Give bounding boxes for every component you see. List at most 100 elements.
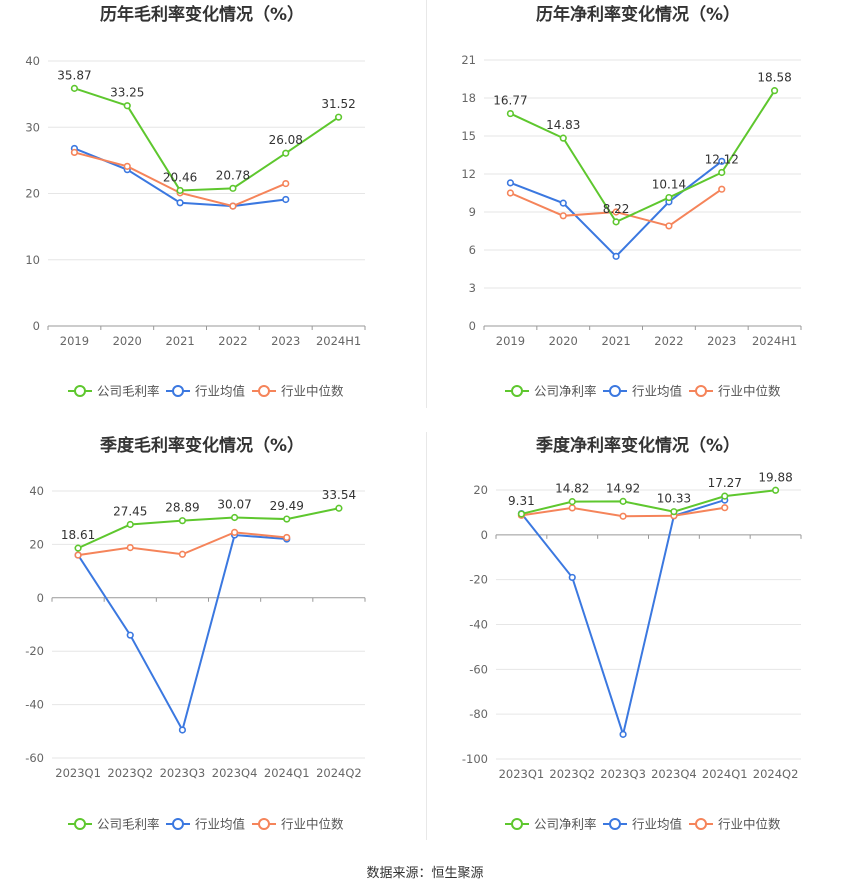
data-point [559, 199, 567, 207]
legend-marker [609, 385, 621, 397]
legend-label: 公司净利率 [534, 817, 597, 832]
data-point [230, 528, 239, 536]
legend-marker [74, 385, 86, 397]
y-tick-label: -100 [462, 752, 488, 766]
data-label: 29.49 [270, 499, 304, 513]
x-tick-label: 2024Q1 [702, 767, 748, 781]
data-point [619, 497, 627, 505]
vertical-divider-bottom [426, 432, 427, 840]
data-point [718, 185, 726, 193]
source-label: 数据来源：恒生聚源 [366, 866, 484, 881]
x-tick-label: 2023Q4 [212, 766, 258, 780]
data-point [718, 168, 726, 177]
y-tick-label: 30 [25, 120, 40, 134]
data-label: 14.83 [546, 118, 580, 132]
legend-label: 行业均值 [195, 384, 245, 399]
y-tick-label: 20 [473, 483, 488, 497]
data-point [559, 212, 567, 220]
y-tick-label: 0 [37, 591, 44, 605]
y-tick-label: 0 [469, 319, 476, 333]
legend-label: 行业中位数 [718, 817, 781, 832]
data-point [178, 550, 187, 558]
data-label: 33.25 [110, 86, 144, 100]
data-label: 27.45 [113, 505, 147, 519]
data-point [559, 134, 567, 142]
data-point [178, 726, 187, 734]
legend-marker [258, 818, 270, 830]
data-label: 30.07 [217, 498, 251, 512]
x-tick-label: 2019 [60, 334, 89, 348]
data-point [126, 544, 134, 552]
y-tick-label: -20 [25, 644, 44, 658]
data-label: 33.54 [322, 488, 356, 502]
y-tick-label: 12 [461, 167, 476, 181]
data-label: 8.22 [603, 202, 630, 216]
x-tick-label: 2024H1 [316, 334, 361, 348]
y-tick-label: 20 [25, 187, 40, 201]
y-tick-label: 40 [29, 484, 44, 498]
chart-title: 历年毛利率变化情况（%） [100, 4, 304, 25]
data-label: 18.61 [61, 528, 95, 542]
chart-title: 季度毛利率变化情况（%） [100, 435, 304, 456]
series-line [509, 90, 776, 224]
legend-marker [258, 385, 270, 397]
data-point [771, 486, 780, 494]
data-point [283, 515, 291, 523]
legend-marker [74, 818, 86, 830]
data-label: 10.33 [657, 492, 691, 506]
x-tick-label: 2022 [218, 334, 247, 348]
x-tick-label: 2021 [165, 334, 194, 348]
legend-label: 行业均值 [632, 384, 682, 399]
data-point [123, 102, 131, 110]
x-tick-label: 2023Q1 [55, 766, 101, 780]
data-point [176, 186, 184, 195]
x-tick-label: 2019 [496, 334, 525, 348]
y-tick-label: 10 [25, 253, 40, 267]
x-tick-label: 2023 [271, 334, 300, 348]
data-point [619, 512, 627, 520]
x-tick-label: 2024Q1 [264, 766, 310, 780]
x-tick-label: 2023Q4 [651, 767, 697, 781]
legend-label: 行业中位数 [281, 384, 344, 399]
data-point [721, 504, 729, 512]
y-tick-label: 0 [481, 528, 488, 542]
data-point [176, 199, 184, 207]
data-label: 18.58 [757, 71, 791, 85]
data-point [568, 498, 576, 506]
legend-marker [609, 818, 621, 830]
x-tick-label: 2020 [113, 334, 142, 348]
data-point [282, 195, 290, 204]
data-point [282, 179, 290, 188]
data-point [568, 504, 576, 512]
data-point [517, 510, 526, 518]
x-tick-label: 2023Q1 [499, 767, 545, 781]
data-point [74, 551, 82, 559]
data-label: 14.92 [606, 481, 640, 495]
chart-2: 历年净利率变化情况（%） 0 3 6 9 12 15 18 21 2019 2020 2021 2022… [461, 4, 802, 399]
chart-1: 历年毛利率变化情况（%） 0 10 20 30 40 2019 2020 2021 2022 202… [25, 4, 366, 399]
series-line [521, 489, 776, 515]
data-label: 12.12 [705, 152, 739, 166]
data-point [612, 218, 620, 226]
vertical-divider-top [426, 0, 427, 408]
data-label: 28.89 [165, 501, 199, 515]
data-point [335, 504, 343, 512]
y-tick-label: 0 [33, 319, 40, 333]
x-tick-label: 2024Q2 [316, 766, 362, 780]
data-label: 14.82 [555, 482, 589, 496]
data-point [74, 544, 82, 552]
data-label: 31.52 [321, 97, 355, 111]
legend-label: 公司净利率 [534, 384, 597, 399]
legend-marker [695, 385, 707, 397]
data-point [506, 189, 515, 197]
data-point [718, 157, 726, 165]
data-point [721, 492, 729, 500]
data-point [70, 84, 79, 92]
series-line [77, 507, 340, 550]
legend-label: 行业中位数 [281, 817, 344, 832]
chart-3: 季度毛利率变化情况（%） -60 -40 -20 0 20 40 2023Q1 2023Q2 20… [25, 435, 366, 832]
data-point [506, 109, 515, 118]
data-point [70, 148, 79, 157]
x-tick-label: 2020 [549, 334, 578, 348]
y-tick-label: 9 [469, 205, 476, 219]
